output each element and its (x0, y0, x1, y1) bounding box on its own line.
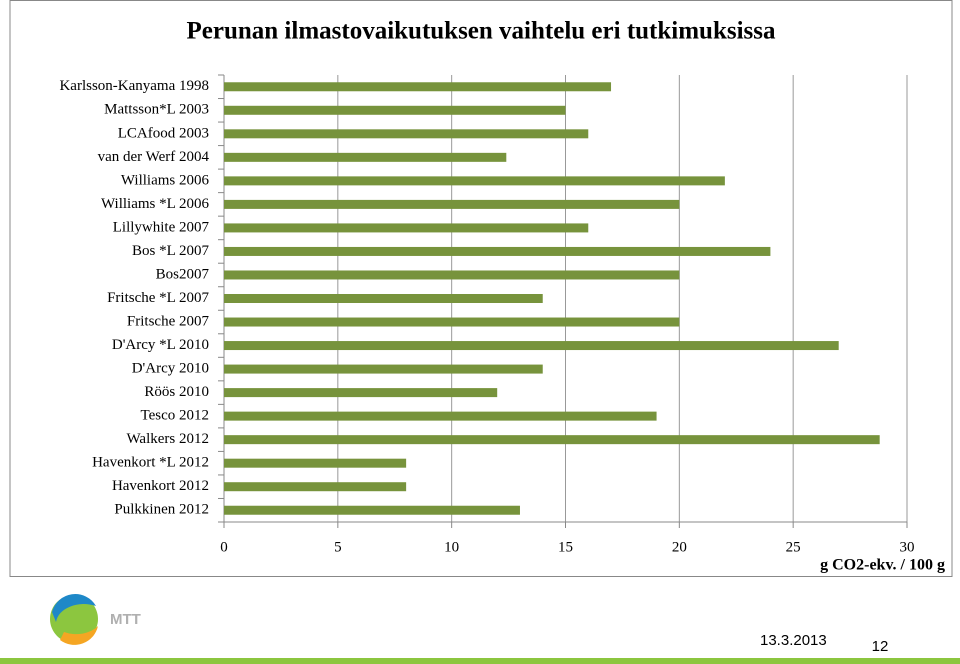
bar (224, 176, 725, 186)
x-tick-label: 15 (558, 539, 573, 555)
y-tick-label: Fritsche *L 2007 (107, 290, 209, 306)
y-tick-label: Fritsche 2007 (127, 313, 210, 329)
x-tick-label: 5 (334, 539, 342, 555)
bar (224, 458, 407, 468)
bar (224, 223, 589, 233)
bar (224, 435, 880, 445)
logo-text: MTT (110, 611, 141, 628)
bar (224, 199, 680, 209)
bar (224, 317, 680, 327)
bar (224, 129, 589, 139)
x-tick-label: 0 (220, 539, 228, 555)
x-tick-label: 10 (444, 539, 459, 555)
y-tick-label: Williams 2006 (121, 172, 210, 188)
date: 13.3.2013 (760, 632, 827, 649)
y-tick-label: van der Werf 2004 (98, 149, 210, 165)
y-tick-label: Bos *L 2007 (132, 243, 209, 259)
y-tick-label: Bos2007 (156, 266, 210, 282)
y-tick-label: LCAfood 2003 (118, 125, 209, 141)
bar (224, 82, 612, 92)
y-tick-label: Williams *L 2006 (101, 196, 209, 212)
y-tick-label: Tesco 2012 (140, 408, 209, 424)
y-tick-label: Karlsson-Kanyama 1998 (59, 78, 209, 94)
y-tick-label: Walkers 2012 (126, 431, 209, 447)
y-tick-label: D'Arcy 2010 (132, 361, 209, 377)
bar (224, 294, 543, 303)
y-tick-label: Havenkort *L 2012 (92, 455, 209, 471)
y-tick-label: Pulkkinen 2012 (114, 502, 209, 518)
x-axis-title: g CO2-ekv. / 100 g (820, 557, 945, 574)
footer-bar (0, 658, 960, 664)
y-tick-label: Havenkort 2012 (112, 478, 209, 494)
y-tick-label: Mattsson*L 2003 (104, 102, 209, 118)
x-tick-label: 20 (672, 539, 687, 555)
bar (224, 341, 839, 351)
y-tick-label: Lillywhite 2007 (113, 219, 210, 235)
bar (224, 482, 407, 492)
bar (224, 388, 498, 398)
y-tick-label: Röös 2010 (144, 384, 209, 400)
chart-title: Perunan ilmastovaikutuksen vaihtelu eri … (187, 18, 776, 45)
x-tick-label: 25 (786, 539, 801, 555)
bar (224, 505, 520, 515)
bar (224, 364, 543, 374)
logo: MTT (50, 594, 141, 645)
bar (224, 152, 507, 162)
logo-swoosh (60, 626, 98, 645)
bar (224, 246, 771, 256)
bar (224, 270, 680, 280)
page-number: 12 (872, 638, 889, 655)
x-tick-label: 30 (900, 539, 915, 555)
bar (224, 105, 566, 115)
y-tick-label: D'Arcy *L 2010 (112, 337, 209, 353)
chart-frame (9, 0, 953, 577)
bar (224, 411, 657, 421)
logo-swoosh (52, 594, 96, 622)
